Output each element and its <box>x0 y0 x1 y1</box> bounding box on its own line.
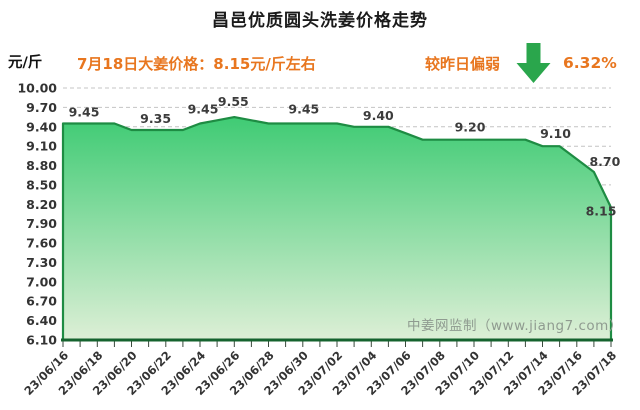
change-percent: 6.32% <box>563 54 617 72</box>
svg-text:9.70: 9.70 <box>26 100 57 115</box>
x-axis-tick-labels: 23/06/1623/06/1823/06/2023/06/2223/06/24… <box>21 348 619 398</box>
svg-text:7.90: 7.90 <box>26 216 57 231</box>
svg-text:8.70: 8.70 <box>589 154 620 169</box>
svg-text:7.00: 7.00 <box>26 274 57 289</box>
svg-text:9.10: 9.10 <box>26 139 57 154</box>
svg-text:8.80: 8.80 <box>26 158 57 173</box>
svg-text:9.20: 9.20 <box>455 120 486 135</box>
chart-title: 昌邑优质圆头洗姜价格走势 <box>212 11 428 31</box>
svg-text:9.35: 9.35 <box>140 111 171 126</box>
y-axis-tick-labels: 10.00 9.70 9.40 9.10 8.80 8.50 8.20 7.90 7.60 7.3… <box>17 81 57 348</box>
svg-text:8.50: 8.50 <box>26 177 57 192</box>
price-subtitle: 7月18日大姜价格：8.15元/斤左右 <box>77 55 316 73</box>
watermark: 中姜网监制（www.jiang7.com） <box>407 318 623 334</box>
svg-text:6.10: 6.10 <box>26 333 57 348</box>
svg-text:10.00: 10.00 <box>17 81 57 96</box>
y-axis-unit-label: 元/斤 <box>8 55 43 71</box>
svg-text:9.40: 9.40 <box>26 119 57 134</box>
price-area-series <box>61 115 613 342</box>
svg-text:9.45: 9.45 <box>288 102 319 117</box>
svg-text:9.45: 9.45 <box>69 105 100 120</box>
svg-text:8.15: 8.15 <box>586 204 617 219</box>
data-point-labels: 9.45 9.359.45 9.55 9.45 9.409.20 9.108.708.15 <box>69 94 621 218</box>
svg-text:9.40: 9.40 <box>363 108 394 123</box>
svg-text:7.30: 7.30 <box>26 255 57 270</box>
svg-text:6.40: 6.40 <box>26 313 57 328</box>
svg-text:9.55: 9.55 <box>218 94 249 109</box>
svg-text:9.45: 9.45 <box>188 102 219 117</box>
svg-text:7.60: 7.60 <box>26 236 57 251</box>
x-axis-ticks <box>62 341 612 347</box>
svg-text:6.70: 6.70 <box>26 294 57 309</box>
change-direction-label: 较昨日偏弱 <box>425 55 501 73</box>
down-arrow-icon <box>516 43 551 83</box>
svg-text:9.10: 9.10 <box>540 126 571 141</box>
svg-text:8.20: 8.20 <box>26 197 57 212</box>
